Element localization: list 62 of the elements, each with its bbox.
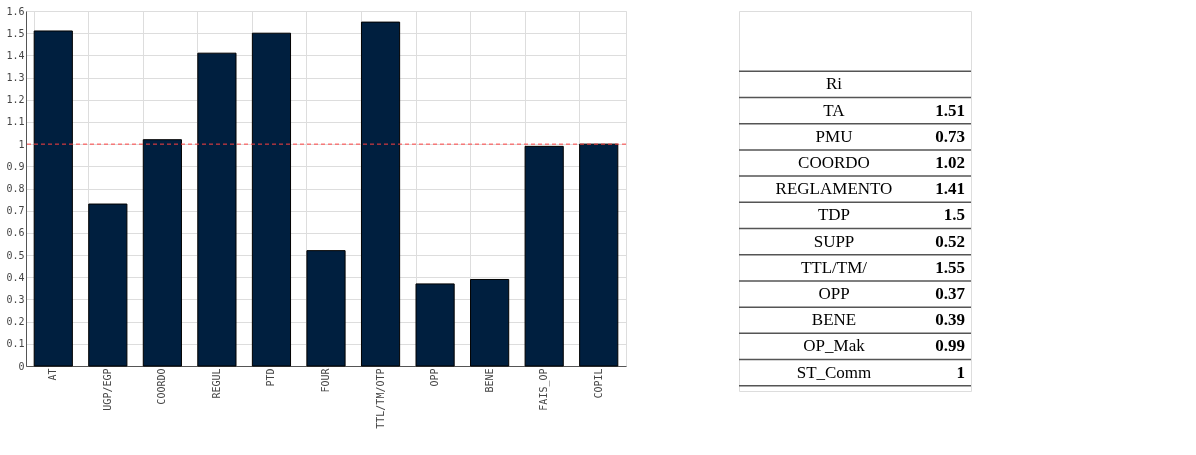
y-tick-label: 0.8 (6, 183, 25, 194)
x-tick-label: REGUL (210, 368, 222, 399)
y-tick-label: 0.2 (6, 316, 25, 328)
category-label: COORDO (798, 153, 870, 172)
category-label: OPP (818, 284, 850, 304)
bar (142, 139, 182, 367)
x-tick-label: PTD (265, 368, 277, 387)
category-label: TA (823, 100, 846, 120)
bar (360, 21, 401, 367)
data-label: 0.73 (935, 126, 965, 146)
bar (197, 52, 237, 367)
bar (88, 203, 128, 367)
data-label: 0.52 (935, 231, 965, 251)
category-label: OP_Mak (803, 336, 866, 356)
x-tick-label: TTL/TM/OTP (374, 368, 386, 429)
y-tick-label: 0.6 (6, 227, 25, 239)
x-tick-label: BENE (483, 368, 495, 393)
bar (470, 278, 510, 367)
y-tick-label: 1.6 (6, 5, 25, 17)
x-tick-label: AT (47, 368, 59, 381)
bar (524, 145, 564, 367)
bar (306, 250, 346, 367)
category-label: TTL/TM/ (800, 257, 868, 277)
bar (579, 143, 619, 367)
bar (251, 32, 292, 367)
y-tick-label: 1.1 (6, 116, 25, 128)
data-label: 0.37 (935, 284, 966, 304)
y-tick-label: 0.9 (6, 160, 25, 172)
category-label: REGLAMENTO (775, 179, 893, 199)
y-tick-label: 0.1 (6, 338, 25, 350)
data-label: 1.02 (935, 153, 965, 172)
y-tick-label: 0.7 (6, 205, 25, 217)
y-tick-label: 1 (18, 138, 25, 150)
category-label: SUPP (813, 231, 855, 251)
x-tick-label: UGP/EGP (101, 368, 113, 411)
y-tick-label: 0 (18, 360, 25, 372)
category-label: BENE (811, 310, 857, 330)
data-label: 0.39 (935, 310, 965, 330)
y-tick-label: 0.5 (6, 249, 25, 261)
x-tick-label: FAIS_OP (538, 368, 551, 411)
y-tick-label: 0.4 (6, 271, 25, 283)
data-label: 1 (956, 362, 965, 382)
text: Ri (825, 74, 843, 94)
data-label: 1.5 (943, 205, 965, 225)
data-label: 1.55 (935, 257, 965, 277)
category-label: ST_Comm (796, 362, 872, 382)
x-tick-label: OPP (429, 368, 441, 387)
bar (415, 283, 455, 367)
y-tick-label: 0.3 (6, 293, 25, 305)
y-tick-label: 1.4 (6, 49, 25, 61)
data-label: 1.51 (935, 100, 965, 120)
data-label: 0.99 (935, 336, 965, 356)
data-label: 1.41 (935, 179, 965, 199)
category-label: PMU (815, 126, 853, 146)
x-tick-label: COPIL (592, 368, 604, 399)
bar (33, 30, 73, 367)
x-tick-label: COORDO (156, 368, 168, 405)
y-tick-label: 1.5 (6, 27, 25, 39)
y-tick-label: 1.3 (6, 72, 25, 84)
y-tick-label: 1.2 (6, 94, 25, 106)
category-label: TDP (817, 205, 851, 225)
x-tick-label: FOUR (320, 367, 331, 393)
